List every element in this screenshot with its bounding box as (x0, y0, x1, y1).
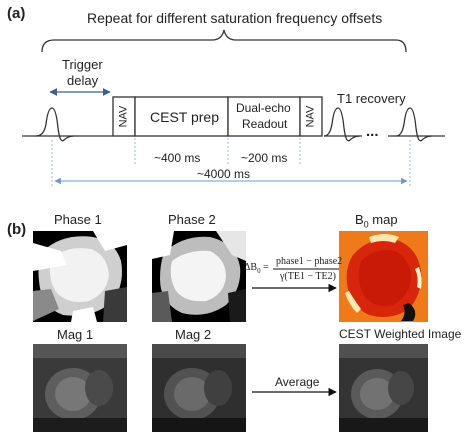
b0-map-image (339, 231, 428, 322)
trigger-label-line2: delay (67, 73, 99, 88)
dashed-guides (51, 138, 411, 186)
repeat-brace (41, 29, 407, 53)
mag1-image (33, 344, 127, 432)
phase2-image (152, 231, 246, 322)
nav-right-box (299, 96, 323, 137)
ellipsis-label: ... (366, 123, 379, 140)
average-label: Average (275, 375, 320, 389)
ecg-pulse-2 (323, 107, 361, 142)
mag2-image (152, 344, 246, 432)
formula-denominator: γ(TE1 − TE2) (280, 271, 336, 282)
mag2-label: Mag 2 (175, 327, 212, 342)
mag1-label: Mag 1 (57, 327, 94, 342)
cest-duration-label: ~400 ms (154, 151, 201, 165)
formula-lhs: ΔB0 = (244, 262, 269, 275)
readout-box (227, 96, 301, 137)
total-duration-label: ~4000 ms (197, 167, 251, 181)
phase1-label: Phase 1 (54, 212, 102, 227)
readout-label-line1: Dual-echo (236, 101, 291, 115)
readout-duration-label: ~200 ms (241, 151, 288, 165)
nav-left-label: NAV (117, 105, 130, 128)
readout-label-line2: Readout (242, 117, 288, 131)
phase2-label: Phase 2 (168, 212, 216, 227)
b0map-label: B0 map (355, 212, 398, 230)
panel-a-label: (a) (7, 5, 26, 22)
trigger-label-line1: Trigger (62, 57, 103, 72)
ecg-pulse-1 (35, 107, 75, 142)
formula-numerator: phase1 − phase2 (276, 256, 343, 267)
panel-b-label: (b) (7, 221, 27, 238)
cest-prep-label: CEST prep (150, 109, 219, 125)
cest-weighted-label: CEST Weighted Image (339, 327, 462, 341)
phase1-image (33, 231, 127, 322)
repeat-label: Repeat for different saturation frequenc… (87, 10, 383, 26)
nav-right-label: NAV (304, 105, 317, 128)
ecg-pulse-3 (395, 107, 433, 142)
cest-weighted-image (339, 344, 428, 432)
cest-prep-box (134, 96, 229, 137)
t1-recovery-label: T1 recovery (337, 91, 406, 106)
